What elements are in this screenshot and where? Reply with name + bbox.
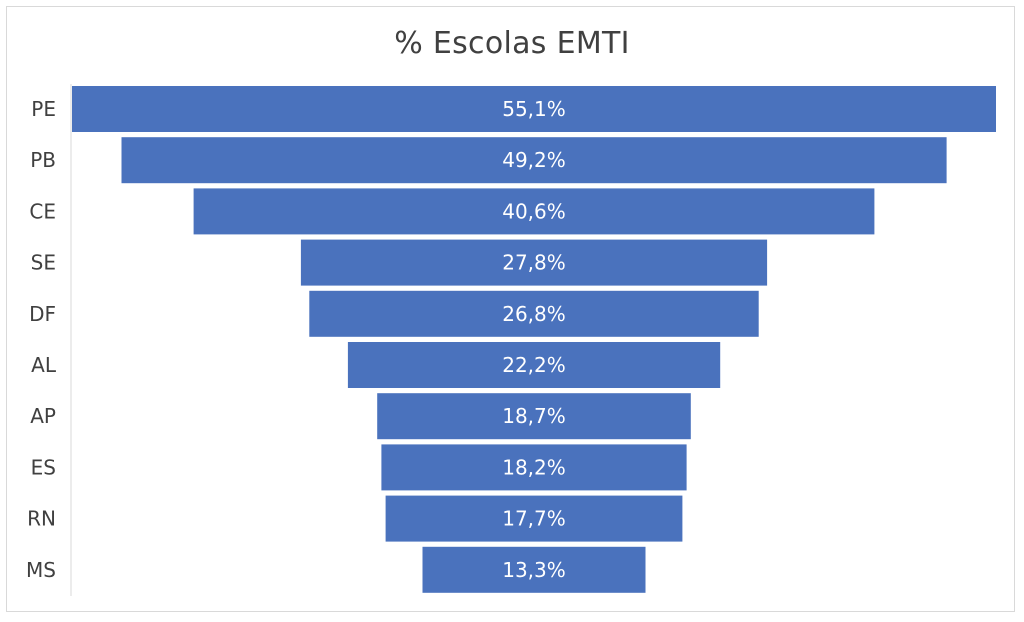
funnel-bar-se (300, 239, 768, 286)
funnel-bar-es (381, 444, 687, 491)
category-label-se: SE (31, 251, 56, 275)
category-label-rn: RN (27, 507, 56, 531)
data-label-df: 26,8% (502, 302, 566, 326)
category-label-pb: PB (30, 148, 56, 172)
data-label-al: 22,2% (502, 353, 566, 377)
data-label-ap: 18,7% (502, 404, 566, 428)
funnel-bar-ap (377, 393, 691, 440)
category-label-es: ES (31, 455, 56, 479)
category-label-ap: AP (30, 404, 56, 428)
category-label-ms: MS (26, 558, 56, 582)
data-label-es: 18,2% (502, 455, 566, 479)
data-label-ce: 40,6% (502, 199, 566, 223)
funnel-bar-pb (121, 137, 947, 184)
data-label-rn: 17,7% (502, 507, 566, 531)
funnel-bar-rn (385, 495, 683, 542)
category-label-al: AL (31, 353, 57, 377)
category-label-ce: CE (29, 199, 56, 223)
category-label-df: DF (29, 302, 56, 326)
chart-title: % Escolas EMTI (394, 26, 630, 61)
funnel-bar-pe (72, 86, 996, 132)
category-label-pe: PE (31, 97, 56, 121)
funnel-bar-ms (422, 546, 646, 593)
funnel-bar-df (309, 290, 759, 337)
data-label-pe: 55,1% (502, 97, 566, 121)
data-label-ms: 13,3% (502, 558, 566, 582)
funnel-bar-ce (193, 188, 875, 235)
data-label-pb: 49,2% (502, 148, 566, 172)
funnel-bar-al (347, 342, 721, 388)
bars-layer: 55,1% PE 49,2% PB 40,6% CE 27,8% SE 26,8% DF 22,2%… (26, 86, 996, 593)
data-label-se: 27,8% (502, 251, 566, 275)
